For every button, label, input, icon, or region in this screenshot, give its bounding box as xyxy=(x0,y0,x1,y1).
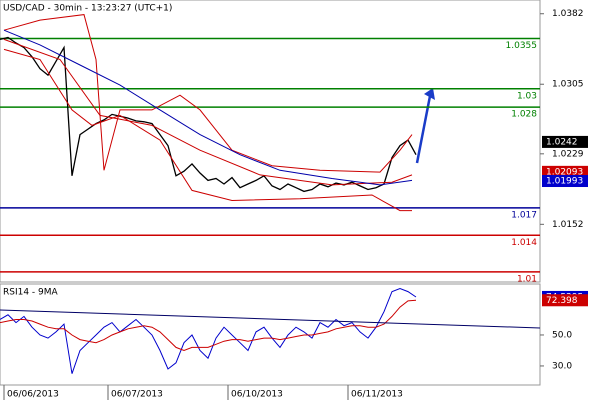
series-line xyxy=(0,287,417,374)
price-marker-label: 1.01993 xyxy=(546,177,583,187)
x-tick-label: 06/06/2013 xyxy=(7,390,59,400)
chart-title: USD/CAD - 30min - 13:23:27 (UTC+1) xyxy=(3,4,172,14)
y-tick-label: 1.0305 xyxy=(552,80,584,90)
series-line xyxy=(3,29,413,186)
series-line xyxy=(0,299,417,352)
series-line xyxy=(0,309,541,329)
level-label: 1.01 xyxy=(517,274,537,284)
level-label: 1.0355 xyxy=(506,41,538,51)
y-tick-label: 50.0 xyxy=(552,330,572,340)
price-marker-label: 72.398 xyxy=(546,296,578,306)
rsi-title: RSI14 - 9MA xyxy=(3,288,59,298)
y-tick-label: 30.0 xyxy=(552,361,572,371)
level-label: 1.017 xyxy=(511,210,537,220)
y-tick-label: 1.0152 xyxy=(552,220,584,230)
price-marker xyxy=(542,175,588,188)
price-marker-label: 1.02093 xyxy=(546,167,583,177)
price-marker xyxy=(542,165,588,178)
y-tick-label: 1.0382 xyxy=(552,9,584,19)
y-tick-label: 1.0229 xyxy=(552,149,584,159)
series-line xyxy=(3,38,413,186)
arrow-head xyxy=(424,88,435,100)
x-tick-label: 06/10/2013 xyxy=(231,390,283,400)
level-label: 1.014 xyxy=(511,238,537,248)
rsi-panel xyxy=(0,283,541,386)
price-marker xyxy=(542,294,588,307)
level-label: 1.028 xyxy=(511,110,537,120)
price-marker-label: 1.0242 xyxy=(546,137,578,147)
series-line xyxy=(3,14,413,173)
price-marker xyxy=(542,135,588,148)
main-panel xyxy=(0,0,541,283)
x-tick-label: 06/11/2013 xyxy=(351,390,403,400)
series-line xyxy=(3,48,412,212)
level-label: 1.03 xyxy=(517,91,537,101)
x-tick-label: 06/07/2013 xyxy=(111,390,163,400)
